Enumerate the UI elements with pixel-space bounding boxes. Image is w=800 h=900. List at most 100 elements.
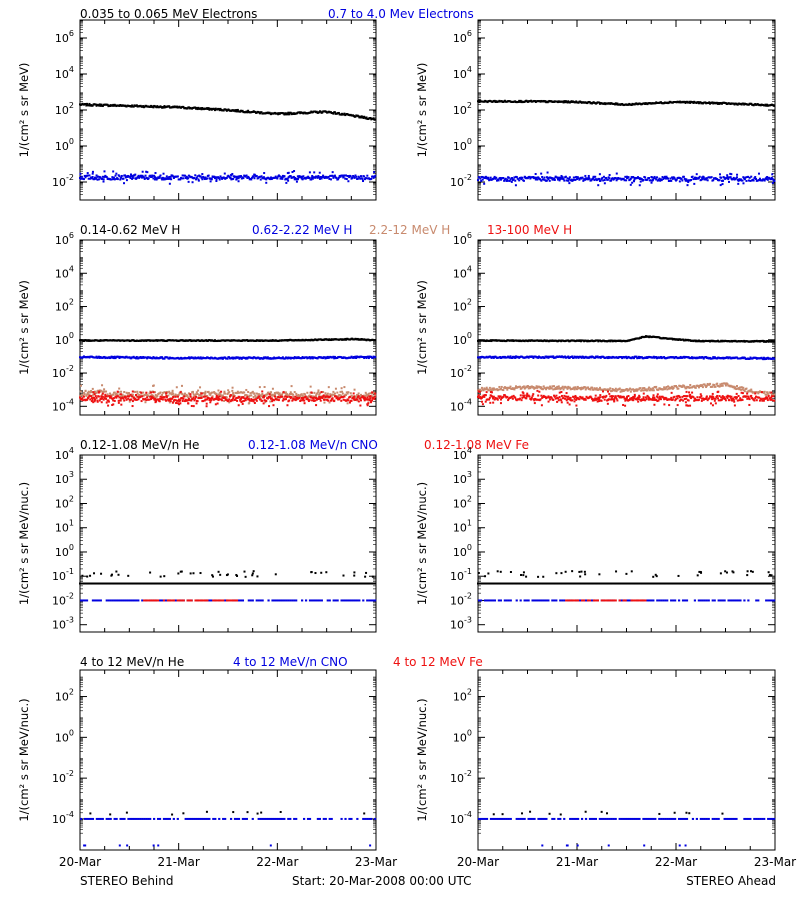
data-point bbox=[247, 109, 250, 112]
data-point bbox=[105, 176, 108, 179]
data-point bbox=[318, 397, 321, 400]
data-point bbox=[655, 178, 658, 181]
y-tick-label: 102 bbox=[55, 101, 74, 117]
data-point bbox=[246, 396, 249, 399]
data-point bbox=[542, 385, 545, 388]
data-point bbox=[315, 394, 318, 397]
data-point bbox=[718, 385, 721, 388]
data-point bbox=[374, 393, 377, 396]
data-point bbox=[555, 394, 558, 397]
data-point bbox=[229, 394, 232, 397]
data-point bbox=[277, 399, 280, 402]
data-point bbox=[522, 394, 525, 397]
data-point bbox=[162, 106, 165, 109]
data-point bbox=[705, 397, 708, 400]
data-point bbox=[111, 404, 114, 407]
data-point bbox=[235, 109, 238, 112]
data-point bbox=[286, 178, 289, 181]
legend-entry: 0.62-2.22 MeV H bbox=[252, 223, 352, 237]
data-point bbox=[117, 355, 120, 358]
data-point bbox=[656, 396, 659, 399]
data-point bbox=[123, 390, 126, 393]
data-point bbox=[283, 175, 286, 178]
data-point bbox=[577, 177, 580, 180]
data-point bbox=[258, 393, 261, 396]
data-point bbox=[171, 401, 174, 404]
data-point bbox=[326, 357, 329, 360]
data-point bbox=[608, 177, 611, 180]
data-point bbox=[353, 176, 356, 179]
data-point bbox=[272, 404, 275, 407]
data-point bbox=[580, 356, 583, 359]
data-point bbox=[292, 395, 295, 398]
data-point bbox=[145, 391, 148, 394]
data-point bbox=[281, 176, 284, 179]
data-point bbox=[126, 392, 129, 395]
data-point bbox=[507, 176, 510, 179]
data-point bbox=[532, 386, 535, 389]
data-point bbox=[545, 176, 548, 179]
data-point bbox=[209, 180, 212, 183]
data-point bbox=[256, 395, 259, 398]
data-point bbox=[236, 392, 239, 395]
data-point bbox=[563, 394, 566, 397]
data-point bbox=[204, 395, 207, 398]
data-point bbox=[652, 396, 655, 399]
data-point bbox=[663, 177, 666, 180]
data-point bbox=[739, 397, 742, 400]
data-point bbox=[176, 402, 179, 405]
data-point bbox=[595, 398, 598, 401]
data-point bbox=[480, 175, 483, 178]
data-point bbox=[701, 384, 704, 387]
data-point bbox=[553, 177, 556, 180]
data-point bbox=[258, 395, 261, 398]
data-point bbox=[601, 176, 604, 179]
data-point bbox=[89, 177, 92, 180]
data-point bbox=[313, 396, 316, 399]
data-point bbox=[331, 397, 334, 400]
data-point bbox=[489, 355, 492, 358]
data-point bbox=[576, 396, 579, 399]
data-point bbox=[218, 178, 221, 181]
data-point bbox=[239, 110, 242, 113]
data-point bbox=[697, 385, 700, 388]
data-point bbox=[131, 393, 134, 396]
data-point bbox=[567, 355, 570, 358]
data-point bbox=[374, 118, 377, 121]
data-point bbox=[153, 391, 156, 394]
data-point bbox=[599, 179, 602, 182]
data-point bbox=[563, 100, 566, 103]
data-point bbox=[697, 101, 700, 104]
data-point bbox=[303, 393, 306, 396]
data-point bbox=[106, 393, 109, 396]
data-point bbox=[217, 108, 220, 111]
data-point bbox=[336, 396, 339, 399]
data-point bbox=[723, 176, 726, 179]
data-point bbox=[680, 177, 683, 180]
data-point bbox=[245, 397, 248, 400]
data-point bbox=[537, 356, 540, 359]
data-point bbox=[330, 178, 333, 181]
data-point bbox=[706, 179, 709, 182]
data-point bbox=[682, 399, 685, 402]
data-point bbox=[512, 178, 515, 181]
data-point bbox=[295, 180, 298, 183]
data-point bbox=[311, 357, 314, 360]
data-point bbox=[182, 105, 185, 108]
data-point bbox=[579, 387, 582, 390]
data-point bbox=[731, 178, 734, 181]
data-point bbox=[616, 399, 619, 402]
data-point bbox=[112, 170, 115, 173]
data-point bbox=[255, 392, 258, 395]
data-point bbox=[558, 387, 561, 390]
data-point bbox=[107, 400, 110, 403]
data-point bbox=[520, 399, 523, 402]
data-point bbox=[138, 391, 141, 394]
data-point bbox=[726, 175, 729, 178]
data-point bbox=[531, 355, 534, 358]
data-point bbox=[625, 179, 628, 182]
data-point bbox=[79, 384, 82, 387]
data-point bbox=[528, 175, 531, 178]
data-point bbox=[176, 395, 179, 398]
